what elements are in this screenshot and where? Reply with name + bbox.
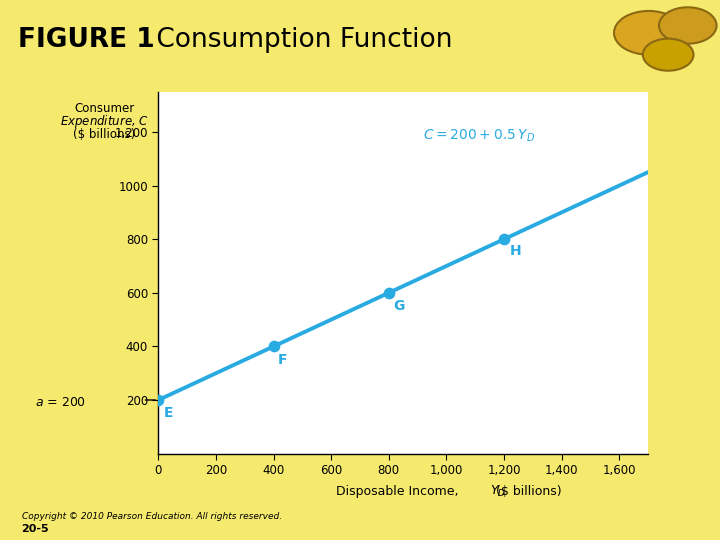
Text: Disposable Income,: Disposable Income, bbox=[336, 485, 463, 498]
Text: ($ billions): ($ billions) bbox=[73, 129, 135, 141]
Text: $Y_D$: $Y_D$ bbox=[490, 484, 506, 499]
Circle shape bbox=[659, 7, 716, 44]
Text: Consumption Function: Consumption Function bbox=[148, 27, 453, 53]
Text: G: G bbox=[393, 299, 405, 313]
Text: $C = 200 + 0.5\,Y_D$: $C = 200 + 0.5\,Y_D$ bbox=[423, 128, 536, 144]
Text: Expenditure, $C$: Expenditure, $C$ bbox=[60, 113, 149, 130]
Text: Copyright © 2010 Pearson Education. All rights reserved.: Copyright © 2010 Pearson Education. All … bbox=[22, 512, 282, 522]
Text: E: E bbox=[164, 407, 174, 421]
Text: $a$ = 200: $a$ = 200 bbox=[35, 396, 86, 409]
Text: F: F bbox=[278, 353, 287, 367]
Text: ($ billions): ($ billions) bbox=[496, 485, 562, 498]
Point bbox=[268, 342, 279, 350]
Text: H: H bbox=[510, 244, 521, 258]
Point bbox=[383, 288, 395, 297]
Text: Consumer: Consumer bbox=[74, 102, 135, 114]
Circle shape bbox=[614, 11, 683, 55]
Point bbox=[153, 396, 164, 404]
Text: 20-5: 20-5 bbox=[22, 524, 49, 534]
Point bbox=[498, 235, 510, 244]
Text: FIGURE 1: FIGURE 1 bbox=[18, 27, 155, 53]
Circle shape bbox=[643, 39, 693, 71]
